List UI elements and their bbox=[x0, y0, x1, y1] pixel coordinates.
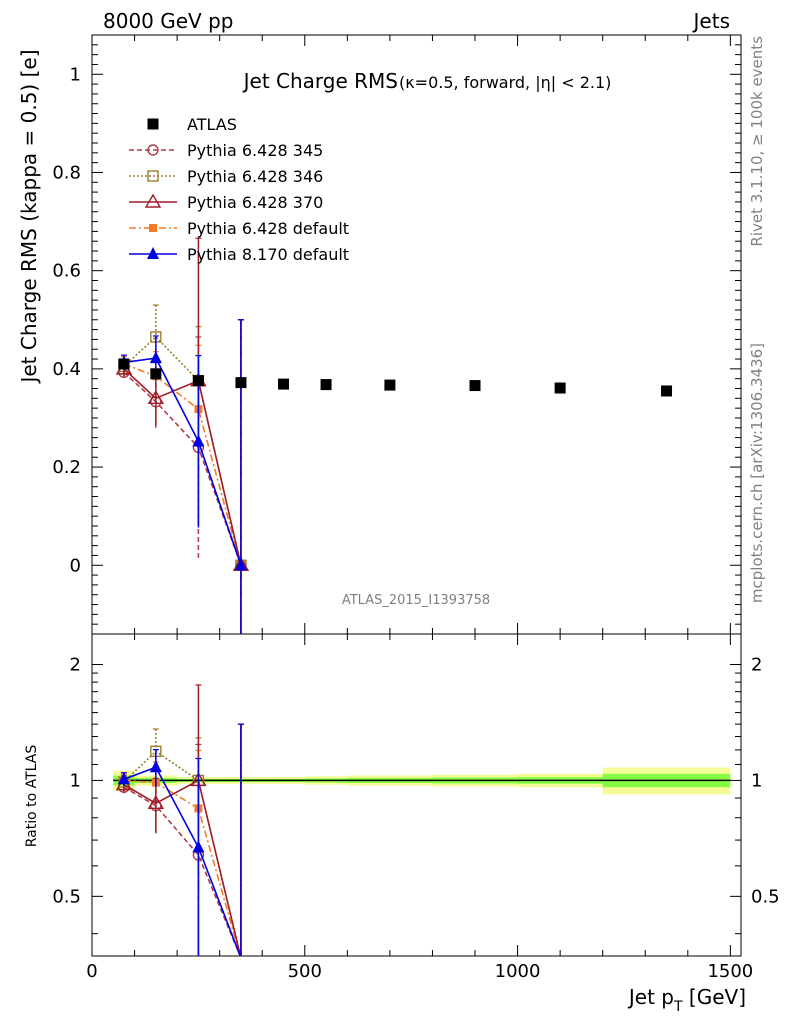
data-point bbox=[320, 379, 332, 391]
ratio-line bbox=[123, 779, 242, 956]
y-tick-label: 1 bbox=[70, 64, 81, 85]
ratio-y-tick-label-right: 0.5 bbox=[751, 886, 780, 907]
series-atlas bbox=[118, 358, 673, 397]
legend-label: Pythia 8.170 default bbox=[187, 245, 349, 264]
main-ylabel: Jet Charge RMS (kappa = 0.5) [e] bbox=[17, 49, 41, 384]
legend-entry: ATLAS bbox=[147, 115, 237, 134]
legend-entry: Pythia 6.428 346 bbox=[129, 167, 323, 186]
analysis-id: ATLAS_2015_I1393758 bbox=[342, 593, 490, 608]
data-point bbox=[192, 375, 204, 387]
ratio-y-tick-label-right: 2 bbox=[751, 654, 762, 675]
legend-label: Pythia 6.428 default bbox=[187, 219, 349, 238]
series-pythia-6-428-370 bbox=[115, 237, 250, 634]
legend-label: ATLAS bbox=[187, 115, 237, 134]
x-tick-label: 500 bbox=[288, 961, 322, 982]
rivet-label: Rivet 3.1.10, ≥ 100k events bbox=[748, 36, 766, 247]
x-tick-label: 1500 bbox=[707, 961, 753, 982]
series-pythia-6-428-default bbox=[119, 319, 245, 634]
ratio-point bbox=[149, 760, 162, 773]
y-tick-label: 0.8 bbox=[52, 162, 81, 183]
data-point bbox=[234, 558, 247, 571]
ratio-line bbox=[123, 766, 242, 956]
legend-marker bbox=[149, 224, 157, 232]
ratio-y-tick-label: 0.5 bbox=[52, 886, 81, 907]
main-title-suffix: (κ=0.5, forward, |η| < 2.1) bbox=[399, 73, 611, 92]
legend-label: Pythia 6.428 370 bbox=[187, 193, 323, 212]
ratio-ylabel: Ratio to ATLAS bbox=[24, 745, 40, 848]
series-pythia-8-170-default bbox=[117, 319, 247, 634]
legend-marker bbox=[147, 118, 159, 130]
data-point bbox=[384, 379, 396, 391]
header-right: Jets bbox=[692, 9, 730, 33]
series-line bbox=[123, 335, 242, 566]
legend-marker bbox=[147, 144, 159, 156]
main-title: Jet Charge RMS bbox=[242, 69, 398, 93]
data-point bbox=[554, 382, 566, 394]
legend-label: Pythia 6.428 346 bbox=[187, 167, 323, 186]
ratio-y-tick-label: 2 bbox=[70, 654, 81, 675]
y-tick-label: 0.6 bbox=[52, 261, 81, 282]
main-series bbox=[115, 237, 673, 634]
ratio-series-pythia-6-428-346 bbox=[118, 723, 244, 956]
ratio-point bbox=[192, 840, 205, 853]
legend-entry: Pythia 6.428 370 bbox=[129, 193, 323, 212]
legend: ATLAS Pythia 6.428 345 Pythia 6.428 346 Pyt… bbox=[129, 115, 349, 264]
series-pythia-6-428-345 bbox=[118, 319, 247, 634]
data-point bbox=[235, 377, 247, 389]
legend-label: Pythia 6.428 345 bbox=[187, 141, 323, 160]
data-point bbox=[150, 368, 162, 380]
x-tick-label: 0 bbox=[86, 961, 97, 982]
series-line bbox=[123, 368, 242, 566]
legend-entry: Pythia 6.428 345 bbox=[129, 141, 323, 160]
ratio-series-pythia-6-428-345 bbox=[118, 723, 244, 956]
y-tick-label: 0 bbox=[70, 555, 81, 576]
legend-entry: Pythia 6.428 default bbox=[129, 219, 349, 238]
ratio-y-tick-label-right: 1 bbox=[751, 770, 762, 791]
header-left: 8000 GeV pp bbox=[103, 9, 234, 33]
data-point bbox=[278, 378, 290, 390]
data-point bbox=[149, 351, 162, 364]
axes: 0 500 1000 1500 0 0.2 0.4 0.6 0.8 1 0.5 0.5 1 1 2 2 bbox=[52, 34, 780, 982]
ratio-point bbox=[147, 794, 165, 810]
ratio-line bbox=[123, 779, 242, 956]
legend-entry: Pythia 8.170 default bbox=[129, 245, 349, 264]
legend-marker bbox=[147, 170, 159, 182]
data-point bbox=[118, 358, 130, 370]
mcplots-label: mcplots.cern.ch [arXiv:1306.3436] bbox=[748, 343, 766, 603]
ratio-y-tick-label: 1 bbox=[70, 770, 81, 791]
series-line bbox=[123, 357, 242, 566]
x-tick-label: 1000 bbox=[495, 961, 541, 982]
ratio-point bbox=[117, 772, 130, 785]
y-tick-label: 0.4 bbox=[52, 359, 81, 380]
series-line bbox=[123, 363, 242, 566]
data-point bbox=[192, 434, 205, 447]
ratio-frame bbox=[91, 633, 742, 957]
legend-marker bbox=[147, 247, 159, 259]
ratio-series-pythia-8-170-default bbox=[117, 723, 244, 956]
xlabel: Jet pT [GeV] bbox=[627, 985, 746, 1015]
legend-marker bbox=[144, 193, 162, 208]
ratio-series-pythia-6-428-default bbox=[119, 723, 244, 956]
y-tick-label: 0.2 bbox=[52, 457, 81, 478]
data-point bbox=[147, 389, 165, 405]
ratio-line bbox=[123, 786, 241, 956]
series-line bbox=[123, 371, 242, 566]
data-point bbox=[661, 385, 673, 397]
data-point bbox=[469, 380, 481, 392]
ratio-series bbox=[115, 684, 244, 956]
ratio-uncertainty-band bbox=[113, 767, 731, 795]
